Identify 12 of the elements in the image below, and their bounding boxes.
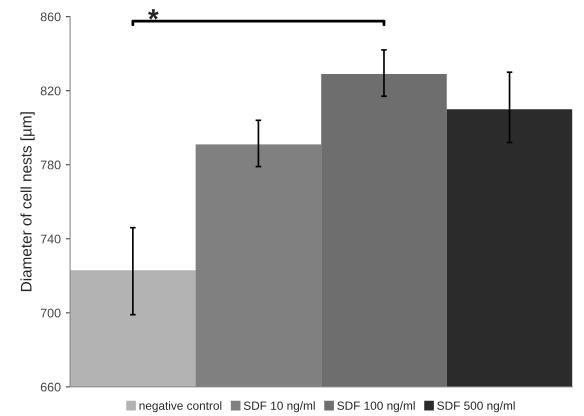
legend-label: SDF 10 ng/ml bbox=[244, 401, 315, 412]
legend-label: negative control bbox=[140, 401, 222, 412]
y-tick-label: 780 bbox=[40, 160, 61, 170]
y-tick-label: 860 bbox=[40, 12, 61, 22]
y-axis-title: Diameter of cell nests [µm] bbox=[20, 112, 35, 292]
legend-label: SDF 500 ng/ml bbox=[437, 401, 515, 412]
y-tick-label: 740 bbox=[40, 234, 61, 244]
y-tick-label: 660 bbox=[40, 382, 61, 392]
y-tick-label: 820 bbox=[40, 86, 61, 96]
y-tick-label: 700 bbox=[40, 308, 61, 318]
legend-label: SDF 100 ng/ml bbox=[337, 401, 415, 412]
annotation: * bbox=[148, 9, 159, 20]
